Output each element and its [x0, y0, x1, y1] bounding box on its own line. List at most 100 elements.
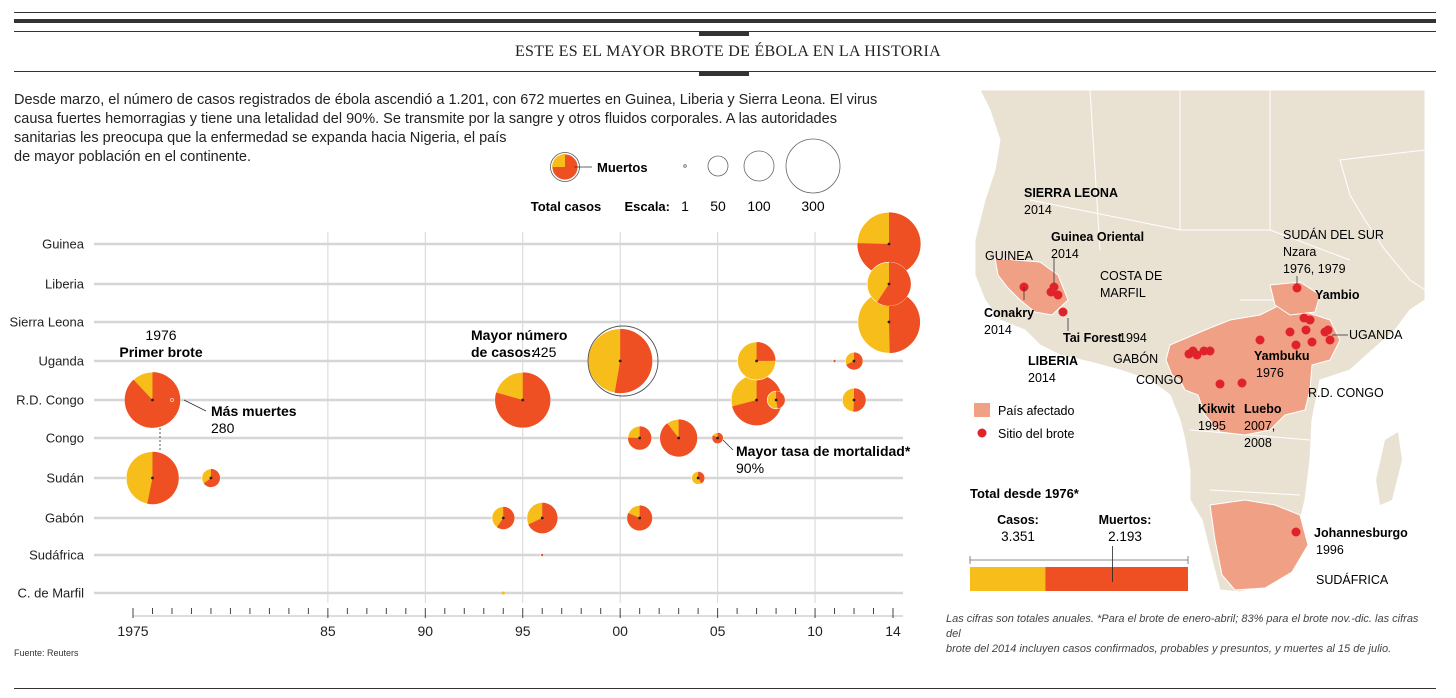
map-sub-kikwit: 1995 — [1198, 419, 1226, 433]
map-sub-nzara: Nzara — [1283, 245, 1316, 259]
bubble-cases-circle — [501, 591, 505, 595]
bubble-deaths-circle — [540, 553, 545, 557]
map-sub-luebo-2008: 2008 — [1244, 436, 1272, 450]
bubble-center-dot — [774, 398, 778, 402]
outbreak-site-dot — [1291, 340, 1301, 350]
bubble-deaths-slice — [147, 451, 179, 505]
scale-label-50: 50 — [710, 198, 726, 214]
tasa-label: Mayor tasa de mortalidad* — [736, 443, 911, 459]
outbreak-bubble — [526, 502, 558, 534]
row-label: Sierra Leona — [10, 315, 85, 330]
bubble-center-dot — [755, 359, 758, 363]
axis-tick-label: 14 — [885, 623, 901, 639]
bottom-rule — [14, 688, 1436, 689]
outbreak-site-dot — [1291, 527, 1301, 537]
bubble-deaths-slice — [853, 388, 866, 412]
bubble-center-dot — [696, 476, 700, 480]
row-label: Congo — [46, 431, 84, 446]
outbreak-bubble — [857, 290, 921, 354]
outbreak-bubble — [491, 506, 515, 530]
mayor-casos-label-2: de casos: — [471, 344, 536, 360]
title-tab-top — [699, 31, 749, 36]
outbreak-bubbles — [124, 212, 921, 595]
outbreak-bubble — [845, 352, 864, 370]
map-sub-johannesburgo: 1996 — [1316, 543, 1344, 557]
top-rule-thick — [14, 19, 1436, 23]
intro-line: Desde marzo, el número de casos registra… — [14, 92, 878, 108]
map-label-nzara-years: 1976, 1979 — [1283, 262, 1346, 276]
legend-site-label: Sitio del brote — [998, 427, 1074, 441]
scale-label-1: 1 — [681, 198, 689, 214]
outbreak-bubble — [627, 425, 652, 451]
chart-annotations: 1976 Primer brote Más muertes 280 Mayor … — [119, 325, 911, 476]
totals-deaths-bar — [1045, 567, 1188, 591]
bubble-deaths-slice — [776, 391, 785, 409]
outbreak-site-dot — [1205, 346, 1215, 356]
scale-circle-100 — [743, 150, 775, 182]
outbreak-site-dot — [1305, 315, 1315, 325]
outbreak-bubble — [170, 398, 174, 402]
legend-cases-slice — [552, 154, 565, 167]
legend-muertos-label: Muertos — [597, 160, 648, 175]
outbreak-bubble — [659, 419, 698, 457]
outbreak-site-dot — [1215, 379, 1225, 389]
bubble-center-dot — [540, 516, 544, 520]
map-label-rd-congo: R.D. CONGO — [1308, 386, 1384, 400]
map-sub-sierra-leona: 2014 — [1024, 203, 1052, 217]
africa-map: SIERRA LEONA 2014 Guinea Oriental 2014 G… — [940, 89, 1426, 602]
map-label-sudafrica: SUDÁFRICA — [1316, 572, 1389, 587]
outbreak-bubble — [841, 387, 867, 413]
mas-label: Más muertes — [211, 403, 297, 419]
legend-escala-label: Escala: — [624, 199, 670, 214]
scale-label-100: 100 — [747, 198, 771, 214]
totals-deaths-label: Muertos: — [1099, 513, 1152, 527]
map-label-luebo: Luebo — [1244, 402, 1282, 416]
bubble-deaths-slice — [889, 290, 921, 354]
map-label-yambio: Yambio — [1315, 288, 1360, 302]
map-sub-conakry: 2014 — [984, 323, 1012, 337]
map-sub-tai-forest: 1994 — [1119, 331, 1147, 345]
outbreak-site-dot — [1046, 287, 1056, 297]
bubble-center-dot — [209, 476, 213, 480]
map-sub-guinea-oriental: 2014 — [1051, 247, 1079, 261]
bubble-center-dot — [618, 359, 622, 363]
tasa-pointer — [722, 439, 734, 451]
map-affected-south — [1209, 499, 1309, 591]
outbreak-bubble — [866, 261, 912, 307]
mas-pointer — [183, 399, 207, 412]
map-sub-yambuku: 1976 — [1256, 366, 1284, 380]
outbreak-bubble — [124, 371, 181, 429]
intro-line: sanitarias les preocupa que la enfermeda… — [14, 130, 507, 146]
row-label: Uganda — [38, 354, 84, 369]
bubble-center-dot — [852, 398, 856, 402]
tasa-value: 90% — [736, 460, 764, 476]
axis-tick-label: 85 — [320, 623, 336, 639]
mayor-casos-ring — [587, 325, 659, 397]
map-label-johannesburgo: Johannesburgo — [1314, 526, 1408, 540]
totals-deaths-value: 2.193 — [1108, 529, 1142, 544]
bubble-deaths-slice — [614, 328, 653, 394]
outbreak-site-dot — [1184, 349, 1194, 359]
outbreak-bubble — [494, 372, 551, 428]
footnote-line: brote del 2014 incluyen casos confirmado… — [946, 643, 1392, 655]
row-label: Gabón — [45, 511, 84, 526]
outbreak-site-dot — [1237, 378, 1247, 388]
row-label: Sudán — [46, 471, 84, 486]
outbreak-bubble — [626, 505, 653, 531]
bubble-center-dot — [501, 516, 505, 520]
axis-tick-label: 10 — [807, 623, 823, 639]
outbreak-bubble — [201, 468, 221, 488]
map-label-uganda: UGANDA — [1349, 328, 1403, 342]
chart-legend: Muertos Total casos Escala: 1 50 100 300 — [531, 138, 841, 214]
bubble-deaths-slice — [496, 506, 515, 530]
axis-tick-label: 1975 — [117, 623, 148, 639]
map-label-liberia: LIBERIA — [1028, 354, 1078, 368]
footnote: Las cifras son totales anuales. *Para el… — [946, 612, 1426, 657]
outbreak-site-dot — [1053, 290, 1063, 300]
totals-cases-label: Casos: — [997, 513, 1039, 527]
map-label-guinea-oriental: Guinea Oriental — [1051, 230, 1144, 244]
map-sub-luebo: 2007, — [1244, 419, 1275, 433]
map-affected-sudan — [1269, 281, 1321, 316]
bubble-center-dot — [852, 359, 856, 363]
map-sub-costa-marfil: MARFIL — [1100, 286, 1146, 300]
